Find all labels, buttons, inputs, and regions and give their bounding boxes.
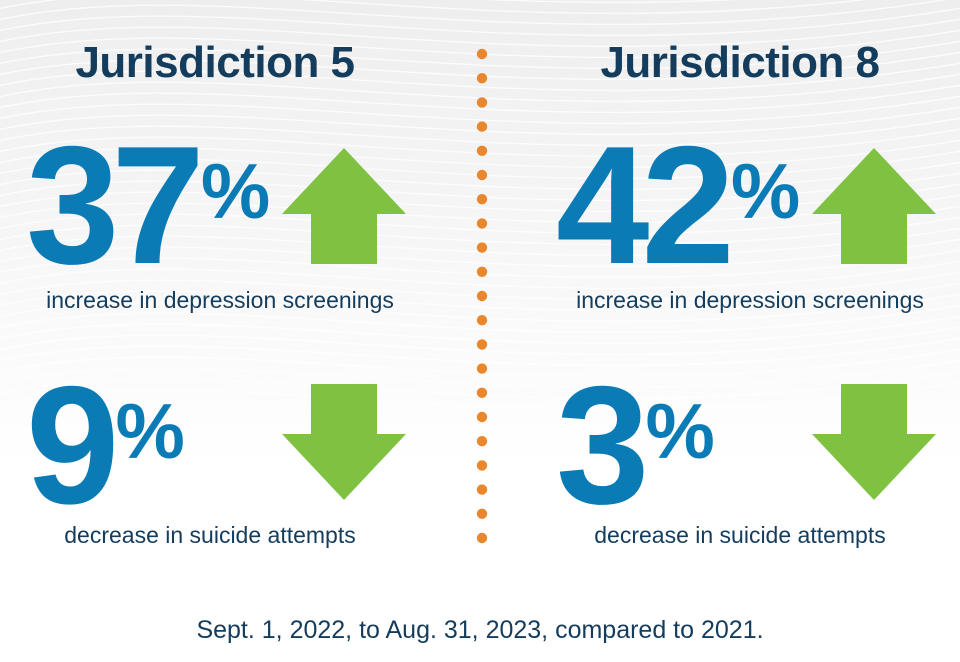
wave-line — [0, 315, 960, 345]
jurisdiction-8-suicide-value: 3 — [556, 351, 649, 539]
wave-line — [0, 117, 960, 147]
jurisdiction-8-title: Jurisdiction 8 — [600, 38, 880, 87]
wave-line — [0, 139, 960, 169]
divider-dot — [476, 218, 488, 229]
jurisdiction-8-screening-unit: % — [730, 147, 801, 235]
jurisdiction-5-screening-unit: % — [200, 147, 271, 235]
wave-line — [0, 7, 960, 37]
divider-dot — [476, 411, 488, 423]
wave-line — [0, 161, 960, 191]
jurisdiction-8-panel: Jurisdiction 8 42 % increase in depressi… — [550, 0, 960, 600]
wave-line — [0, 18, 960, 48]
jurisdiction-5-screening-value: 37 — [26, 111, 205, 299]
divider-dot — [476, 532, 488, 544]
divider-dot — [476, 266, 488, 277]
increase-arrow-up-icon — [282, 148, 406, 264]
wave-line — [0, 150, 960, 180]
jurisdiction-5-suicide-unit: % — [115, 387, 185, 475]
jurisdiction-5-screening-label: increase in depression screenings — [46, 287, 394, 313]
decrease-arrow-down-icon — [812, 384, 936, 500]
dotted-divider — [476, 48, 488, 544]
jurisdiction-8-screening-value: 42 — [556, 111, 735, 299]
wave-line — [0, 260, 960, 290]
wave-line — [0, 172, 960, 202]
wave-line — [0, 84, 960, 114]
divider-dot — [476, 169, 488, 181]
wave-line — [0, 194, 960, 224]
jurisdiction-8-suicide-stat: 3 % — [556, 351, 715, 539]
wave-line — [0, 337, 960, 367]
increase-arrow-up-icon — [812, 148, 936, 264]
divider-dot — [476, 460, 488, 471]
wave-line — [0, 205, 960, 235]
divider-dot — [476, 73, 488, 84]
divider-dot — [476, 315, 488, 326]
wave-line — [0, 293, 960, 323]
divider-dot — [476, 242, 488, 253]
wave-line — [0, 359, 960, 389]
wave-line — [0, 183, 960, 213]
wave-line — [0, 249, 960, 279]
wave-line — [0, 271, 960, 301]
jurisdiction-8-suicide-unit: % — [645, 387, 715, 475]
wave-line — [0, 0, 948, 26]
wave-line — [0, 216, 960, 246]
jurisdiction-5-screening-stat: 37 % — [26, 111, 271, 299]
divider-dot — [476, 290, 488, 302]
divider-dot — [476, 363, 488, 374]
divider-dot — [476, 484, 488, 495]
wave-line — [0, 128, 960, 158]
wave-line — [0, 0, 868, 15]
wave-line — [0, 238, 960, 268]
jurisdiction-5-suicide-label: decrease in suicide attempts — [64, 522, 356, 548]
jurisdiction-5-panel: Jurisdiction 5 37 % increase in depressi… — [20, 0, 440, 600]
wave-line — [0, 304, 960, 334]
date-range-footnote: Sept. 1, 2022, to Aug. 31, 2023, compare… — [196, 616, 764, 644]
divider-dot — [476, 194, 488, 205]
wave-line — [0, 370, 960, 400]
wave-line — [0, 106, 960, 136]
divider-dot — [476, 387, 488, 398]
wave-line — [0, 51, 960, 81]
divider-dot — [476, 121, 488, 132]
wave-line — [0, 29, 960, 59]
wave-line — [0, 95, 960, 125]
divider-dot — [476, 48, 488, 60]
divider-dot — [476, 145, 488, 156]
divider-dot — [476, 339, 488, 350]
wave-line — [0, 73, 960, 103]
jurisdiction-5-suicide-value: 9 — [26, 351, 119, 539]
wave-line — [0, 381, 960, 411]
wave-line — [0, 227, 960, 257]
background-wave-pattern — [0, 0, 960, 420]
decrease-arrow-down-icon — [282, 384, 406, 500]
divider-dot — [476, 97, 488, 108]
jurisdiction-8-screening-label: increase in depression screenings — [576, 287, 924, 313]
jurisdiction-8-screening-stat: 42 % — [556, 111, 801, 299]
wave-line — [0, 282, 960, 312]
divider-dot — [476, 436, 488, 447]
jurisdiction-5-suicide-stat: 9 % — [26, 351, 185, 539]
jurisdiction-5-title: Jurisdiction 5 — [75, 38, 355, 87]
wave-line — [0, 326, 960, 356]
wave-line — [0, 62, 960, 92]
divider-dot — [476, 508, 488, 519]
wave-line — [0, 348, 960, 378]
wave-line — [0, 40, 960, 70]
jurisdiction-8-suicide-label: decrease in suicide attempts — [594, 522, 886, 548]
